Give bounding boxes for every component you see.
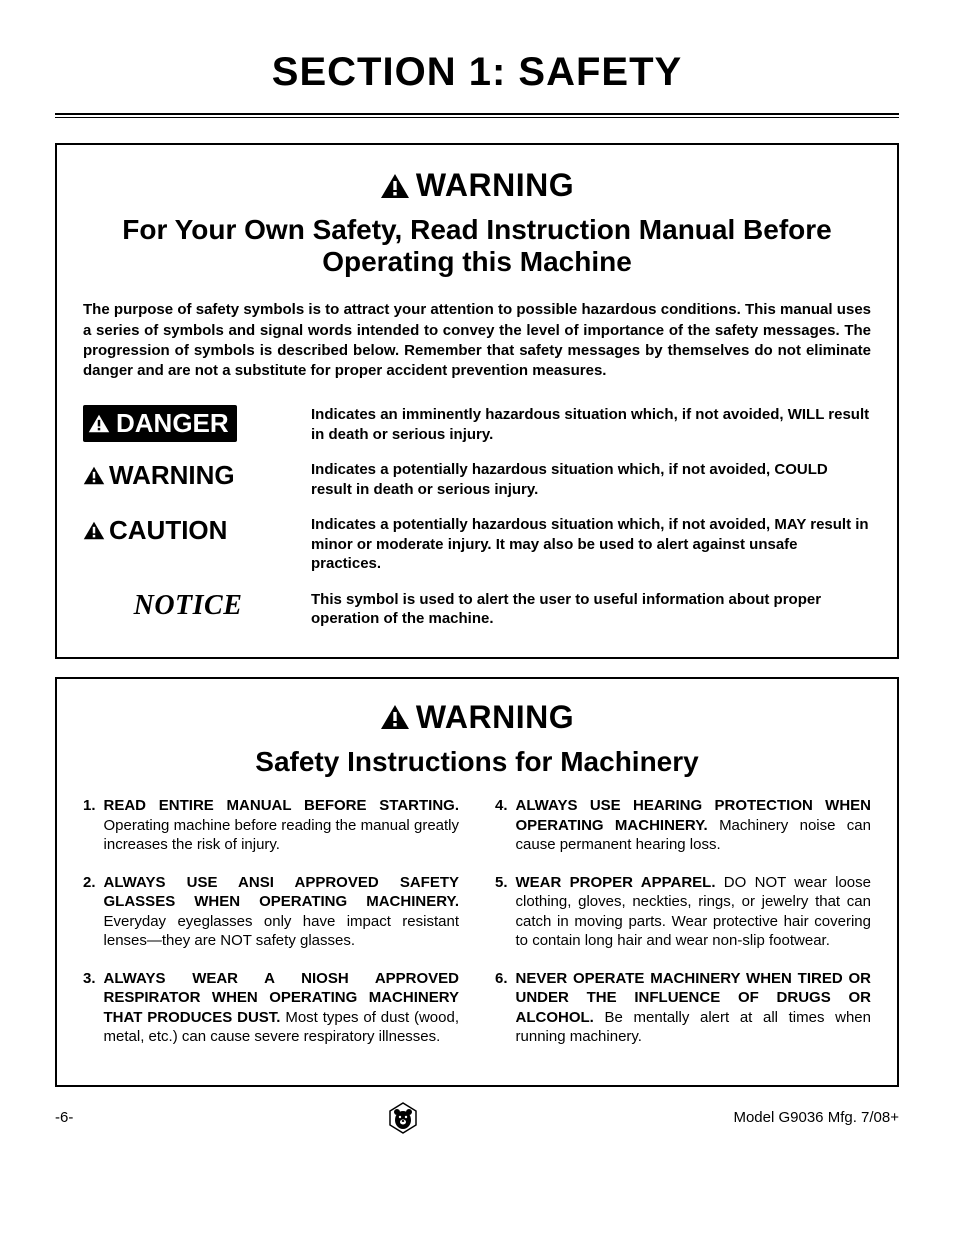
item-body: ALWAYS USE HEARING PROTECTION WHEN OPERA… [516,796,871,855]
instruction-columns: 1.READ ENTIRE MANUAL BEFORE STARTING. Op… [83,796,871,1065]
warning-triangle-icon [83,521,105,540]
warning-triangle-icon [380,704,410,730]
item-number: 3. [83,969,96,1047]
warning-word: WARNING [416,167,574,204]
item-number: 1. [83,796,96,855]
instruction-item: 5.WEAR PROPER APPAREL. DO NOT wear loose… [495,873,871,951]
item-number: 2. [83,873,96,951]
warning-triangle-icon [88,414,110,433]
section-title: SECTION 1: SAFETY [55,50,899,95]
warning-word-2: WARNING [416,699,574,736]
item-number: 6. [495,969,508,1047]
item-bold-text: READ ENTIRE MANUAL BEFORE STARTING. [104,797,459,814]
bear-logo-icon [386,1101,420,1135]
warning-desc: Indicates a potentially hazardous situat… [311,460,871,499]
notice-desc: This symbol is used to alert the user to… [311,590,871,629]
caution-desc: Indicates a potentially hazardous situat… [311,515,871,574]
warning-triangle-icon [380,173,410,199]
page-number: -6- [55,1109,73,1126]
instruction-item: 4.ALWAYS USE HEARING PROTECTION WHEN OPE… [495,796,871,855]
warning-badge-container: WARNING [83,460,293,491]
page-footer: -6- Model G9036 Mfg. 7/08+ [55,1101,899,1135]
danger-desc: Indicates an imminently hazardous situat… [311,405,871,444]
model-info: Model G9036 Mfg. 7/08+ [733,1109,899,1126]
danger-badge-container: DANGER [83,405,293,442]
divider-thin [55,117,899,118]
safety-instructions-box: WARNING Safety Instructions for Machiner… [55,677,899,1087]
item-body: READ ENTIRE MANUAL BEFORE STARTING. Oper… [104,796,459,855]
item-bold-text: ALWAYS USE HEARING PROTECTION WHEN OPERA… [516,797,871,834]
caution-badge-container: CAUTION [83,515,293,546]
box1-intro: The purpose of safety symbols is to attr… [83,300,871,381]
instruction-item: 6.NEVER OPERATE MACHINERY WHEN TIRED OR … [495,969,871,1047]
instruction-item: 1.READ ENTIRE MANUAL BEFORE STARTING. Op… [83,796,459,855]
warning-header-2: WARNING [83,699,871,736]
caution-badge: CAUTION [83,515,227,546]
notice-label: NOTICE [134,590,243,622]
warning-badge: WARNING [83,460,235,491]
item-number: 5. [495,873,508,951]
item-number: 4. [495,796,508,855]
item-bold-text: NEVER OPERATE MACHINERY WHEN TIRED OR UN… [516,970,871,1026]
danger-label: DANGER [116,408,229,439]
box1-subtitle: For Your Own Safety, Read Instruction Ma… [83,214,871,278]
item-body: NEVER OPERATE MACHINERY WHEN TIRED OR UN… [516,969,871,1047]
divider-thick [55,113,899,115]
signal-row-caution: CAUTION Indicates a potentially hazardou… [83,515,871,574]
warning-header: WARNING [83,167,871,204]
instruction-item: 2.ALWAYS USE ANSI APPROVED SAFETY GLASSE… [83,873,459,951]
item-bold-text: ALWAYS USE ANSI APPROVED SAFETY GLASSES … [104,874,459,911]
signal-row-danger: DANGER Indicates an imminently hazardous… [83,405,871,444]
warning-label: WARNING [109,460,235,491]
signal-row-notice: NOTICE This symbol is used to alert the … [83,590,871,629]
instruction-item: 3.ALWAYS WEAR A NIOSH APPROVED RESPIRATO… [83,969,459,1047]
safety-symbols-box: WARNING For Your Own Safety, Read Instru… [55,143,899,659]
item-bold-text: ALWAYS WEAR A NIOSH APPROVED RESPIRATOR … [104,970,459,1026]
danger-badge: DANGER [83,405,237,442]
caution-label: CAUTION [109,515,227,546]
item-bold-text: WEAR PROPER APPAREL. [516,874,716,891]
right-column: 4.ALWAYS USE HEARING PROTECTION WHEN OPE… [495,796,871,1065]
left-column: 1.READ ENTIRE MANUAL BEFORE STARTING. Op… [83,796,459,1065]
signal-row-warning: WARNING Indicates a potentially hazardou… [83,460,871,499]
warning-triangle-icon [83,466,105,485]
notice-badge-container: NOTICE [83,590,293,622]
box2-subtitle: Safety Instructions for Machinery [83,746,871,778]
item-body: ALWAYS USE ANSI APPROVED SAFETY GLASSES … [104,873,459,951]
item-body: ALWAYS WEAR A NIOSH APPROVED RESPIRATOR … [104,969,459,1047]
item-body: WEAR PROPER APPAREL. DO NOT wear loose c… [516,873,871,951]
